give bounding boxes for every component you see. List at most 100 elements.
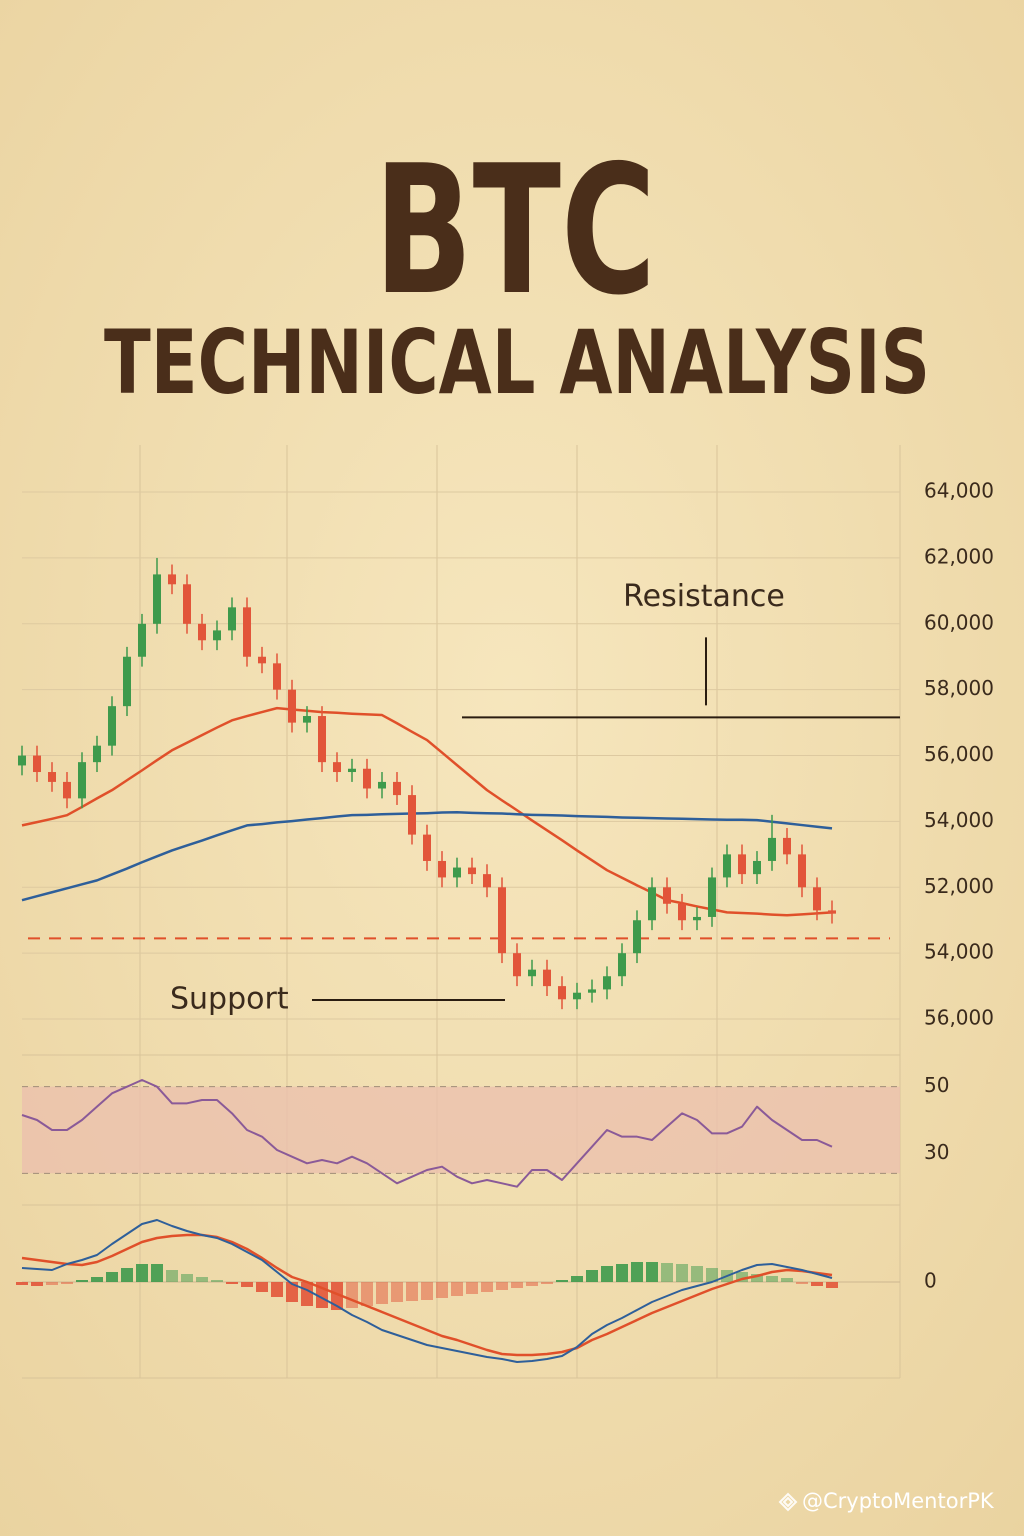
histogram-bar: [91, 1277, 103, 1282]
candle-body: [198, 623, 206, 641]
y-tick-label: 50: [924, 1073, 949, 1097]
histogram-bar: [601, 1266, 613, 1282]
subtitle: TECHNICAL ANALYSIS: [104, 311, 930, 414]
candle-body: [93, 745, 101, 763]
histogram-bar: [301, 1282, 313, 1306]
candle-body: [453, 867, 461, 878]
support-label: Support: [170, 982, 289, 1017]
histogram-bar: [691, 1266, 703, 1282]
candle-body: [348, 768, 356, 773]
histogram-bar: [751, 1274, 763, 1282]
candle-body: [393, 781, 401, 796]
histogram-bar: [376, 1282, 388, 1304]
histogram-bar: [781, 1278, 793, 1282]
histogram-bar: [121, 1268, 133, 1282]
y-tick-label: 64,000: [924, 479, 994, 503]
histogram-bar: [241, 1282, 253, 1287]
candle-body: [828, 910, 836, 914]
candle-body: [153, 574, 161, 624]
candle-body: [543, 969, 551, 987]
candle-body: [603, 976, 611, 990]
histogram-bar: [541, 1282, 553, 1284]
candle-body: [723, 854, 731, 878]
candle-body: [363, 768, 371, 789]
candle-body: [318, 716, 326, 763]
histogram-bar: [436, 1282, 448, 1298]
signal-line: [21, 1233, 833, 1357]
candle-body: [483, 874, 491, 888]
histogram-bar: [676, 1264, 688, 1282]
candle-body: [783, 837, 791, 855]
candle-body: [258, 656, 266, 664]
histogram-bar: [226, 1282, 238, 1284]
candle-body: [708, 877, 716, 917]
histogram-bar: [766, 1276, 778, 1282]
histogram-bar: [346, 1282, 358, 1308]
candle-body: [423, 834, 431, 861]
candle-body: [303, 716, 311, 723]
y-tick-label: 58,000: [924, 676, 994, 700]
y-tick-label: 62,000: [924, 544, 994, 568]
histogram-bar: [616, 1264, 628, 1282]
histogram-bar: [526, 1282, 538, 1286]
histogram-bar: [406, 1282, 418, 1301]
y-tick-label: 60,000: [924, 610, 994, 634]
histogram-bar: [826, 1282, 838, 1288]
histogram-bar: [286, 1282, 298, 1302]
candle-body: [408, 795, 416, 835]
candle-body: [663, 887, 671, 904]
histogram-bar: [796, 1282, 808, 1284]
candle-body: [558, 986, 566, 1000]
candle-body: [738, 854, 746, 875]
y-tick-label: 52,000: [924, 874, 994, 898]
histogram-bar: [811, 1282, 823, 1286]
histogram-bar: [31, 1282, 43, 1286]
histogram-bar: [661, 1263, 673, 1282]
histogram-bar: [361, 1282, 373, 1306]
histogram-bar: [571, 1276, 583, 1282]
watermark-icon: [778, 1492, 798, 1512]
resistance-label: Resistance: [623, 579, 785, 614]
y-axis-label: 56,000: [924, 1006, 994, 1030]
candle-body: [813, 887, 821, 911]
vertical-grid: [22, 445, 901, 1379]
candle-body: [798, 854, 806, 888]
candle-body: [48, 772, 56, 782]
y-tick-label: 0: [924, 1269, 937, 1293]
histogram-bar: [271, 1282, 283, 1297]
y-axis-label: 54,000: [924, 940, 994, 964]
candle-body: [498, 887, 506, 954]
candle-body: [228, 607, 236, 631]
candle-body: [438, 860, 446, 878]
candle-body: [768, 837, 776, 861]
candle-body: [18, 755, 26, 766]
histogram-bar: [421, 1282, 433, 1300]
histogram-bar: [646, 1262, 658, 1282]
candle-body: [378, 781, 386, 789]
rsi-band: [22, 1086, 900, 1174]
candle-body: [183, 584, 191, 624]
candle-body: [288, 689, 296, 723]
histogram-bar: [496, 1282, 508, 1290]
histogram-bar: [631, 1262, 643, 1282]
histogram-bar: [511, 1282, 523, 1288]
candle-body: [168, 574, 176, 585]
macd-line: [21, 1219, 833, 1363]
histogram-bar: [46, 1282, 58, 1285]
candle-body: [513, 953, 521, 977]
candle-body: [678, 903, 686, 921]
candle-body: [138, 623, 146, 657]
histogram-bar: [466, 1282, 478, 1294]
candle-body: [243, 607, 251, 657]
histogram-bar: [136, 1264, 148, 1282]
histogram-bar: [151, 1264, 163, 1282]
y-tick-label: 56,000: [924, 742, 994, 766]
histogram-bar: [736, 1272, 748, 1282]
histogram-bar: [481, 1282, 493, 1292]
candle-body: [528, 969, 536, 977]
candle-body: [333, 762, 341, 773]
candle-body: [693, 916, 701, 921]
diamond-icon: [778, 1492, 798, 1512]
